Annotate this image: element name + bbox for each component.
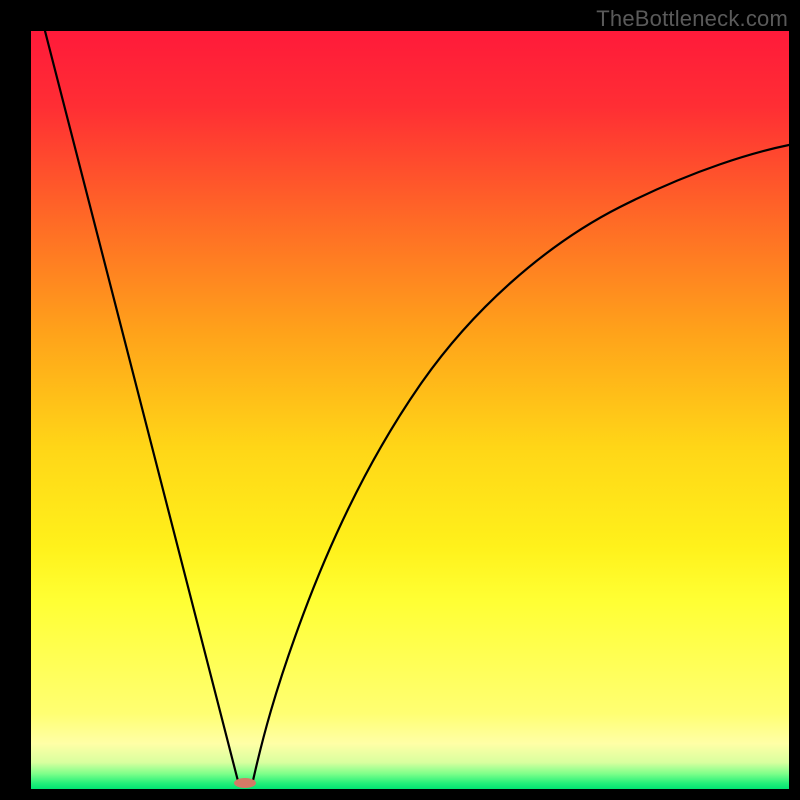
watermark-text: TheBottleneck.com: [596, 6, 788, 32]
bottleneck-chart: [0, 0, 800, 800]
valley-marker: [234, 778, 256, 788]
chart-container: TheBottleneck.com: [0, 0, 800, 800]
plot-area: [31, 31, 789, 789]
